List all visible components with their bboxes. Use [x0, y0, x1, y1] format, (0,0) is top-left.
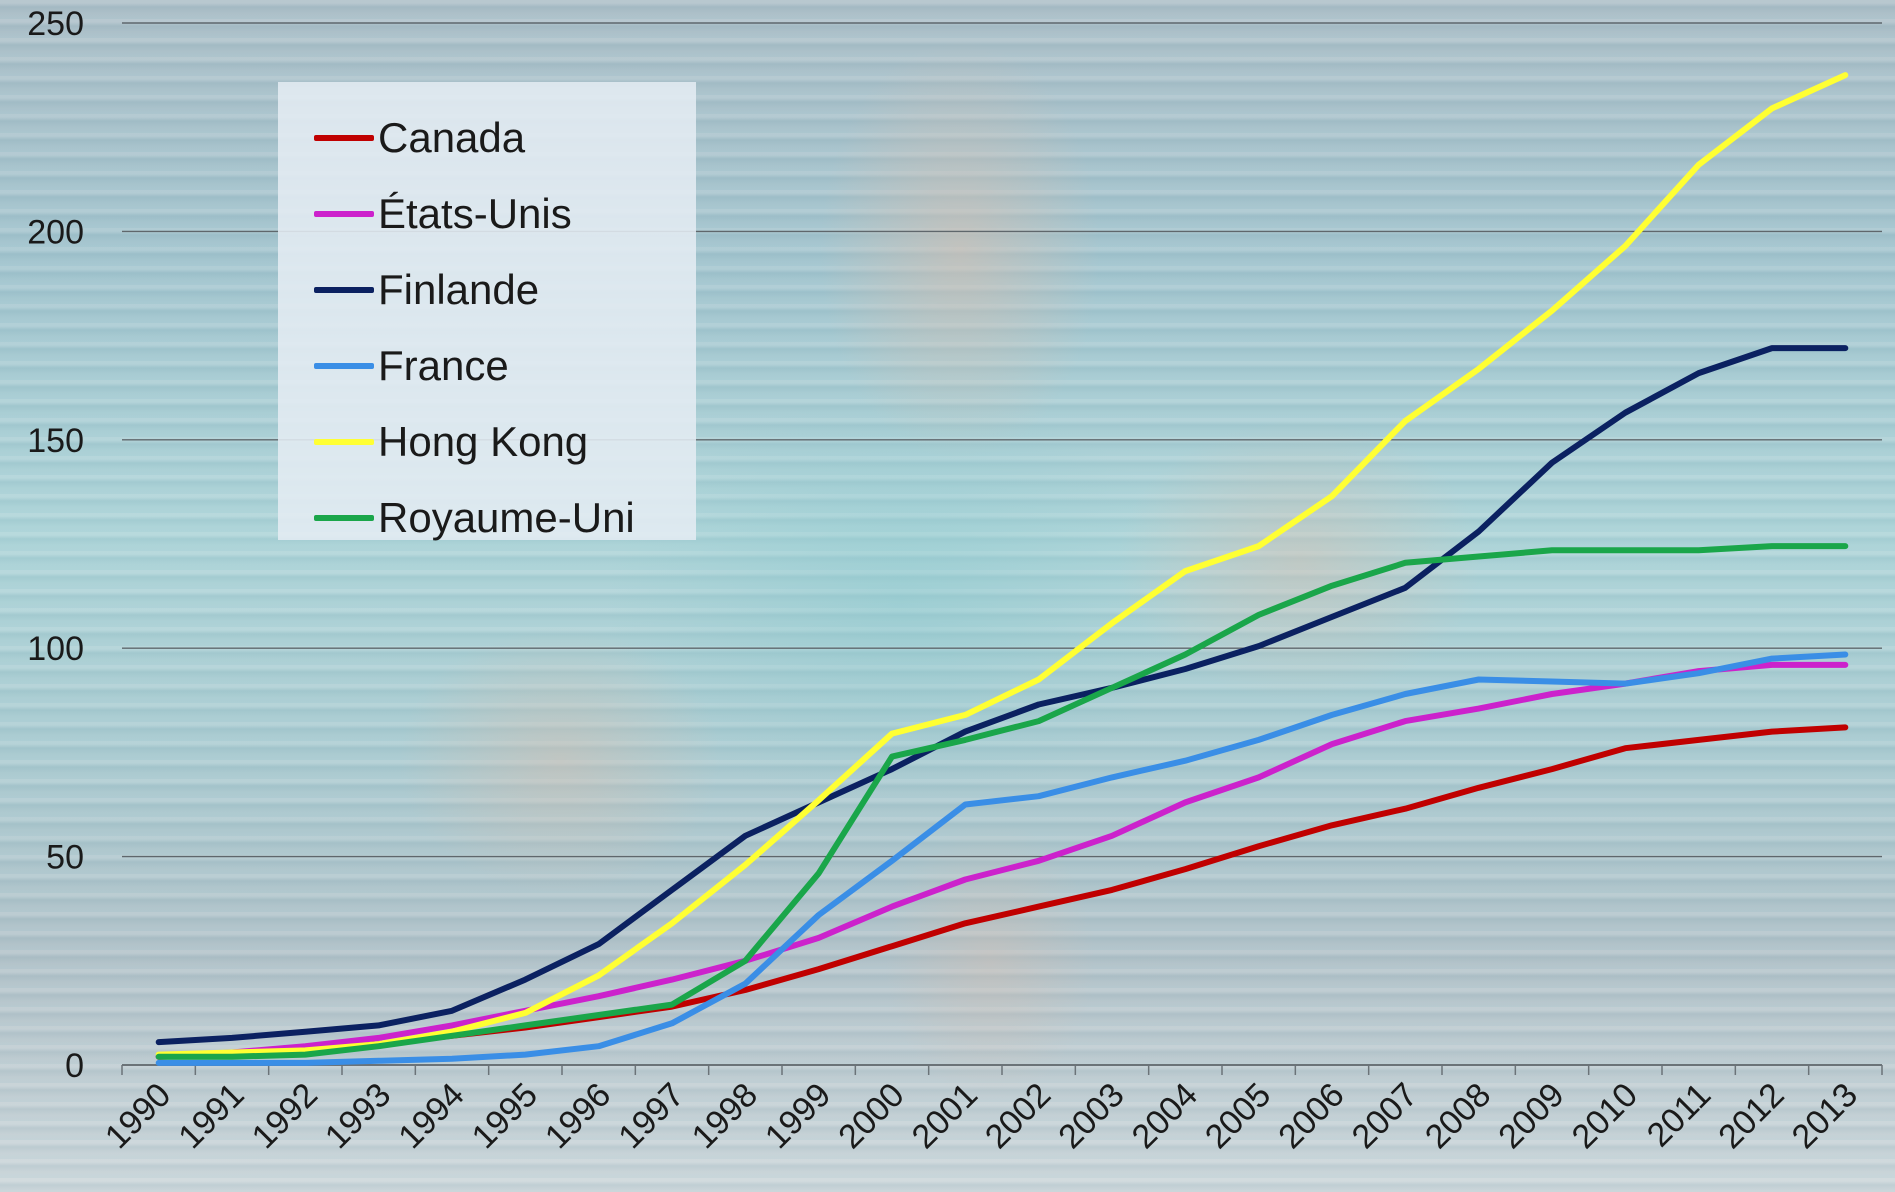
legend-swatch-royaume-uni	[314, 515, 374, 521]
x-tick-label-2009: 2009	[1491, 1076, 1571, 1156]
x-tick-label-2000: 2000	[831, 1076, 911, 1156]
legend-label-finlande: Finlande	[378, 266, 540, 313]
legend-item-etats-unis: États-Unis	[278, 176, 696, 252]
x-tick-label-1991: 1991	[171, 1076, 251, 1156]
legend-swatch-france	[314, 363, 374, 369]
x-tick-label-1990: 1990	[98, 1076, 178, 1156]
legend-swatch-etats-unis	[314, 211, 374, 217]
y-tick-label-200: 200	[27, 213, 84, 251]
series-line-canada	[155, 724, 1849, 1060]
x-tick-label-1995: 1995	[465, 1076, 545, 1156]
x-tick-label-2005: 2005	[1198, 1076, 1278, 1156]
legend: Canada États-Unis Finlande France Hong K…	[278, 82, 696, 541]
x-tick-label-1994: 1994	[391, 1076, 471, 1156]
x-tick-label-1997: 1997	[611, 1076, 691, 1156]
y-tick-label-100: 100	[27, 630, 84, 668]
x-tick-label-2011: 2011	[1640, 1076, 1719, 1155]
x-tick-label-1992: 1992	[245, 1076, 325, 1156]
legend-item-finlande: Finlande	[278, 252, 696, 328]
y-tick-label-150: 150	[27, 422, 84, 460]
x-tick-label-2010: 2010	[1565, 1076, 1645, 1156]
y-tick-label-0: 0	[65, 1047, 84, 1085]
legend-label-etats-unis: États-Unis	[378, 190, 572, 237]
legend-item-france: France	[278, 328, 696, 404]
x-tick-label-2006: 2006	[1271, 1076, 1351, 1156]
legend-swatch-finlande	[314, 287, 374, 293]
legend-label-hong-kong: Hong Kong	[378, 418, 589, 465]
x-tick-label-2007: 2007	[1345, 1076, 1425, 1156]
series-line-finlande	[155, 345, 1849, 1046]
series-lines	[155, 72, 1849, 1066]
legend-label-canada: Canada	[378, 114, 526, 161]
y-axis-tick-labels: 0 50 100 150 200 250	[27, 5, 84, 1085]
x-tick-label-2013: 2013	[1785, 1076, 1865, 1156]
legend-swatch-canada	[314, 135, 374, 141]
x-tick-label-1998: 1998	[685, 1076, 765, 1156]
series-line-france	[155, 651, 1849, 1066]
x-tick-label-1996: 1996	[538, 1076, 618, 1156]
x-tick-label-2004: 2004	[1125, 1076, 1205, 1156]
series-line-royaume-uni	[155, 543, 1849, 1060]
x-axis-tick-labels: 1990199119921993199419951996199719981999…	[98, 1076, 1865, 1156]
legend-item-hong-kong: Hong Kong	[278, 404, 696, 480]
legend-item-royaume-uni: Royaume-Uni	[278, 480, 696, 556]
y-tick-label-50: 50	[46, 839, 84, 877]
y-tick-label-250: 250	[27, 5, 84, 43]
legend-label-france: France	[378, 342, 509, 389]
x-tick-label-1993: 1993	[318, 1076, 398, 1156]
series-line--tats-unis	[155, 661, 1849, 1060]
series-line-hong-kong	[155, 72, 1849, 1058]
x-tick-label-1999: 1999	[758, 1076, 838, 1156]
legend-item-canada: Canada	[278, 100, 696, 176]
x-tick-label-2008: 2008	[1418, 1076, 1498, 1156]
x-tick-label-2001: 2001	[905, 1076, 985, 1156]
x-tick-label-2002: 2002	[978, 1076, 1058, 1156]
x-tick-label-2003: 2003	[1051, 1076, 1131, 1156]
legend-label-royaume-uni: Royaume-Uni	[378, 494, 635, 541]
legend-swatch-hong-kong	[314, 439, 374, 445]
x-tick-label-2012: 2012	[1711, 1076, 1791, 1156]
